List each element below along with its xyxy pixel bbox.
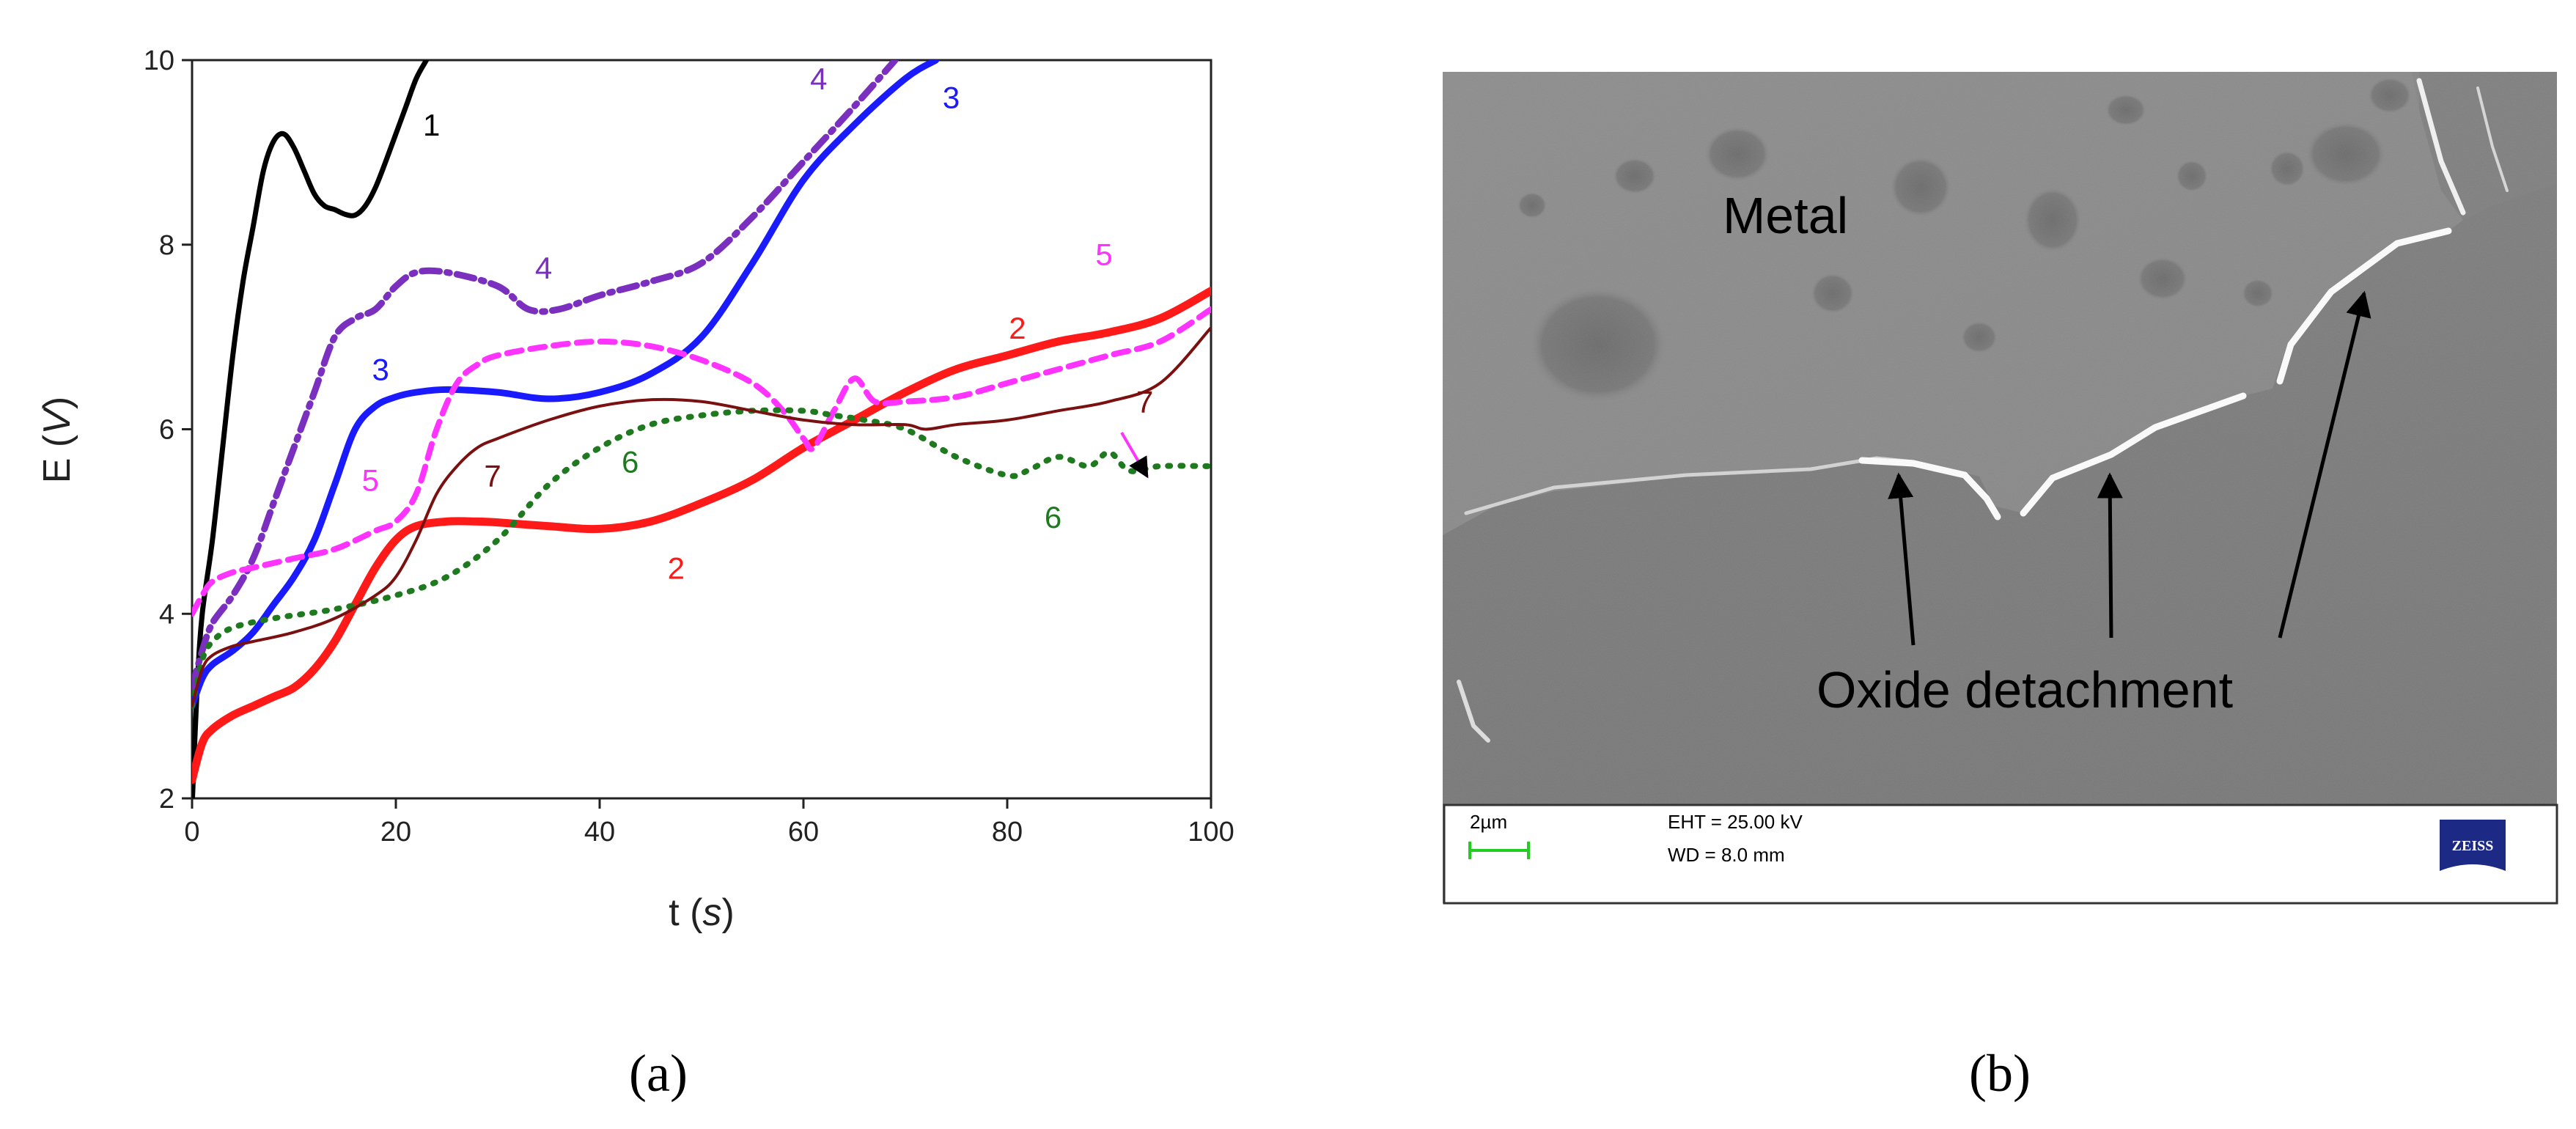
- wd-value: WD = 8.0 mm: [1668, 844, 1785, 866]
- series-2-line: [192, 287, 1211, 784]
- scale-bar-label: 2µm: [1470, 811, 1507, 833]
- x-tick-label: 80: [992, 817, 1023, 847]
- axis-ticks: 0 20 40 60 80 100 2 4 6 8 10: [144, 45, 1234, 847]
- series-1-line: [192, 60, 430, 798]
- y-tick-label: 2: [159, 784, 174, 814]
- series-1-label: 1: [423, 108, 440, 142]
- series-5-label: 5: [362, 463, 379, 498]
- series-7-label: 7: [1136, 385, 1153, 419]
- x-tick-label: 60: [788, 817, 819, 847]
- sem-texture: [1443, 72, 2557, 903]
- x-axis-unit: s: [702, 891, 721, 934]
- zeiss-logo: ZEISS: [2440, 820, 2506, 871]
- y-tick-label: 6: [159, 415, 174, 446]
- series-labels: 1 2 2 3 3 4 4 5 5 6 6 7 7: [362, 62, 1154, 585]
- y-tick-label: 4: [159, 599, 174, 630]
- series-6-line: [192, 407, 1211, 710]
- y-axis-title: E (V): [36, 397, 78, 483]
- series-5-line: [192, 306, 1211, 617]
- y-tick-label: 8: [159, 230, 174, 261]
- metal-label: Metal: [1723, 187, 1848, 244]
- x-tick-label: 100: [1188, 817, 1234, 847]
- series-3-line: [192, 60, 940, 710]
- svg-text:ZEISS: ZEISS: [2452, 838, 2494, 854]
- caption-b: (b): [1969, 1044, 2031, 1103]
- eht-value: EHT = 25.00 kV: [1668, 811, 1803, 833]
- series-2-label: 2: [1009, 311, 1026, 345]
- x-axis-label: t: [669, 891, 680, 934]
- x-tick-label: 40: [584, 817, 615, 847]
- x-tick-label: 0: [184, 817, 199, 847]
- series-3-label: 3: [372, 353, 389, 387]
- series-5-label: 5: [1095, 237, 1112, 271]
- series-7-line: [192, 326, 1211, 708]
- sem-databar: [1443, 803, 2558, 905]
- y-axis-unit: V: [36, 406, 78, 435]
- series-4-label: 4: [535, 251, 552, 285]
- x-axis-title: t (s): [669, 891, 735, 934]
- y-axis-label: E: [36, 458, 78, 484]
- caption-a: (a): [629, 1044, 688, 1103]
- detachment-arrows: [1888, 290, 2371, 646]
- series-3-label: 3: [943, 80, 960, 114]
- x-tick-label: 20: [380, 817, 411, 847]
- scale-bar: [1468, 842, 1530, 859]
- oxide-detachment-label: Oxide detachment: [1817, 661, 2233, 718]
- plot-frame: [191, 59, 1212, 800]
- series-2-label: 2: [668, 551, 685, 585]
- series-4-label: 4: [810, 62, 827, 96]
- y-tick-label: 10: [144, 45, 174, 76]
- sem-micrograph: Metal Oxide detachment 2µm EHT = 25.00 k…: [1443, 72, 2558, 905]
- series-4-line: [192, 60, 899, 691]
- series-6-label: 6: [622, 445, 639, 479]
- label-5-pointer: [1120, 431, 1149, 479]
- series-7-label: 7: [484, 458, 501, 493]
- series-lines: [192, 60, 1211, 798]
- series-6-label: 6: [1045, 500, 1061, 534]
